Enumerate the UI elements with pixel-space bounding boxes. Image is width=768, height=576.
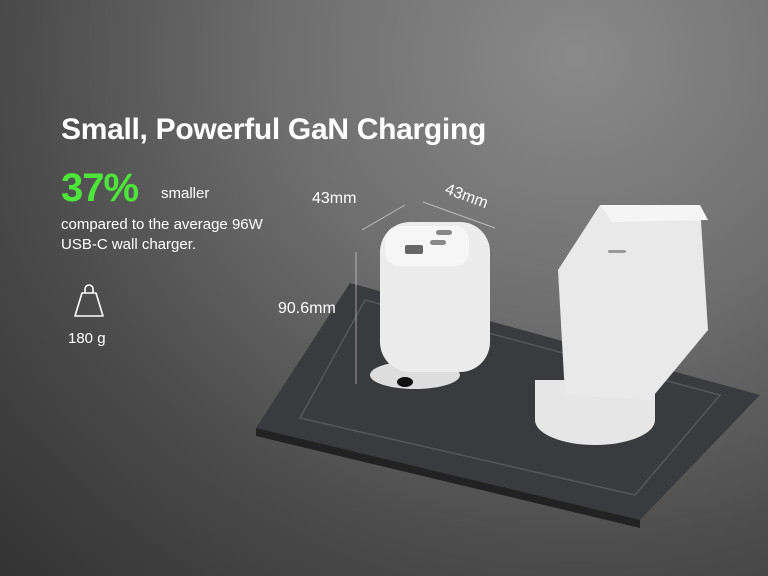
width-label: 43mm (312, 190, 357, 207)
weight-value: 180 g (68, 330, 106, 347)
stat-description: compared to the average 96W USB-C wall c… (61, 216, 263, 253)
tray-edge (256, 428, 640, 528)
usb-c-port (608, 250, 626, 253)
usb-a-port (405, 245, 423, 254)
percent-stat: 37% (61, 166, 139, 210)
large-charger (558, 205, 708, 400)
depth-dimension-line (422, 201, 496, 229)
small-charger-top (385, 226, 469, 266)
height-label: 90.6mm (278, 300, 336, 317)
percent-suffix: smaller (161, 185, 210, 202)
headline: Small, Powerful GaN Charging (61, 113, 487, 146)
usb-c-port (436, 230, 452, 235)
width-dimension-line (361, 204, 406, 231)
outlet-hole (397, 377, 413, 387)
tray-inset (298, 299, 722, 496)
weight-icon (74, 284, 104, 317)
usb-c-port (430, 240, 446, 245)
